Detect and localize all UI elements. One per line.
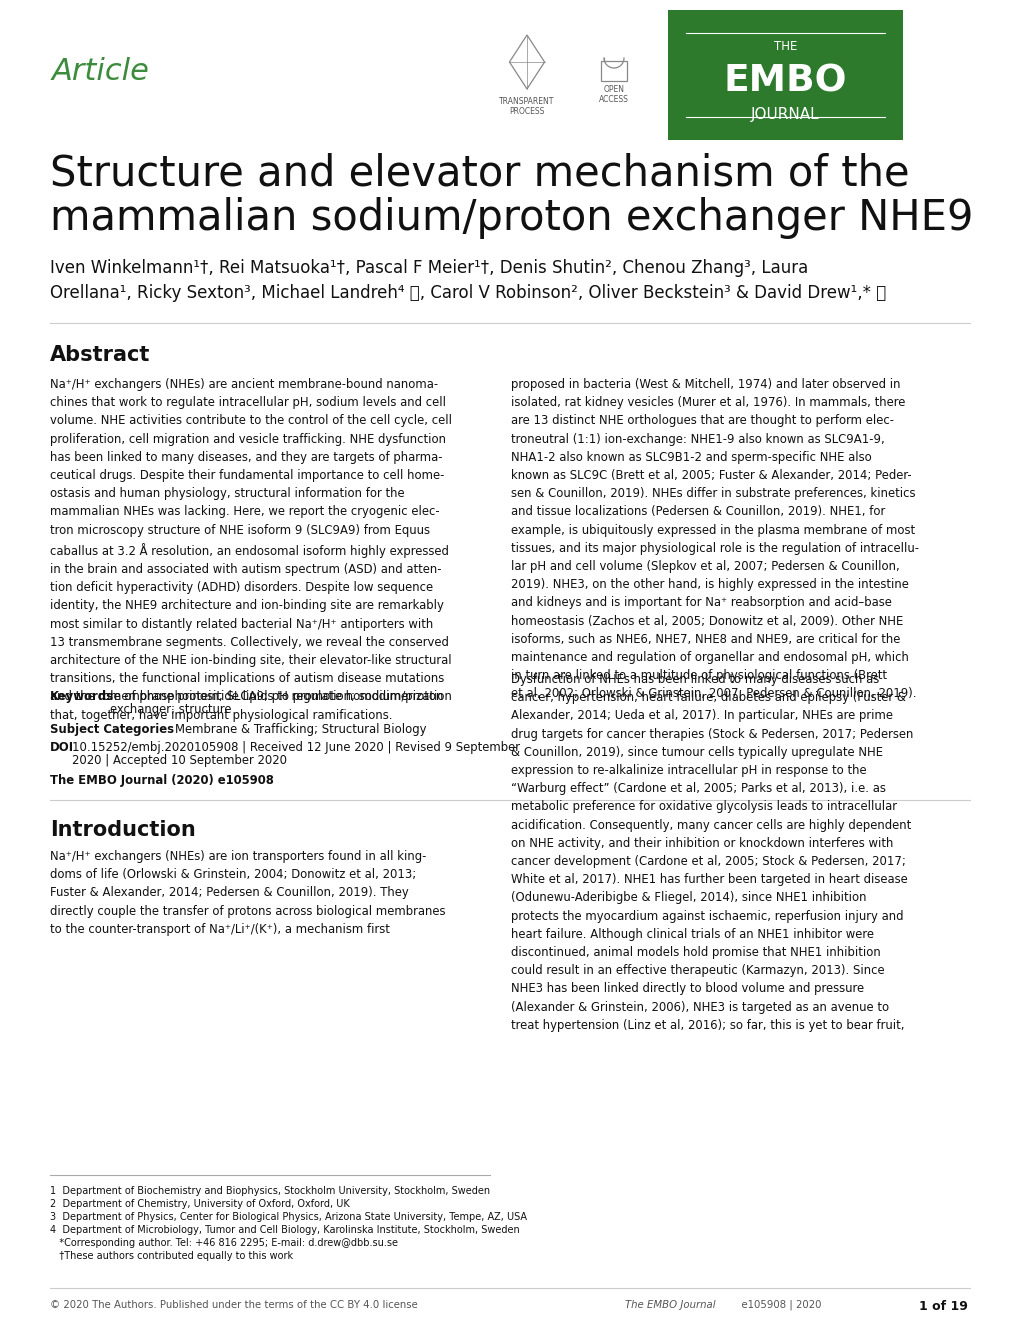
Text: OPEN: OPEN: [603, 86, 624, 95]
Text: e105908 | 2020: e105908 | 2020: [735, 1300, 820, 1311]
Text: 10.15252/embj.2020105908 | Received 12 June 2020 | Revised 9 September: 10.15252/embj.2020105908 | Received 12 J…: [72, 741, 520, 754]
Text: Na⁺/H⁺ exchangers (NHEs) are ion transporters found in all king-
doms of life (O: Na⁺/H⁺ exchangers (NHEs) are ion transpo…: [50, 850, 445, 935]
Bar: [667, 9, 902, 139]
Text: Na⁺/H⁺ exchangers (NHEs) are ancient membrane-bound nanoma-
chines that work to : Na⁺/H⁺ exchangers (NHEs) are ancient mem…: [50, 378, 451, 722]
Text: The EMBO Journal: The EMBO Journal: [625, 1300, 715, 1311]
Text: PROCESS: PROCESS: [508, 106, 544, 115]
Text: 3  Department of Physics, Center for Biological Physics, Arizona State Universit: 3 Department of Physics, Center for Biol…: [50, 1211, 527, 1222]
Text: Orellana¹, Ricky Sexton³, Michael Landreh⁴ 🆔, Carol V Robinson², Oliver Beckstei: Orellana¹, Ricky Sexton³, Michael Landre…: [50, 284, 886, 302]
Text: The EMBO Journal (2020) e105908: The EMBO Journal (2020) e105908: [50, 775, 274, 787]
Text: Iven Winkelmann¹†, Rei Matsuoka¹†, Pascal F Meier¹†, Denis Shutin², Chenou Zhang: Iven Winkelmann¹†, Rei Matsuoka¹†, Pasca…: [50, 259, 807, 277]
Text: 2  Department of Chemistry, University of Oxford, Oxford, UK: 2 Department of Chemistry, University of…: [50, 1199, 350, 1209]
Text: JOURNAL: JOURNAL: [750, 106, 819, 122]
Text: 1 of 19: 1 of 19: [918, 1300, 967, 1313]
Text: Keywords: Keywords: [50, 690, 114, 704]
Text: proposed in bacteria (West & Mitchell, 1974) and later observed in
isolated, rat: proposed in bacteria (West & Mitchell, 1…: [511, 378, 918, 701]
Text: EMBO: EMBO: [723, 64, 847, 100]
Text: ACCESS: ACCESS: [598, 95, 629, 105]
Text: exchanger; structure: exchanger; structure: [110, 704, 231, 716]
Text: Structure and elevator mechanism of the: Structure and elevator mechanism of the: [50, 151, 909, 194]
Bar: [600, 62, 627, 80]
Text: membrane protein; SLCA9; pH regulation; sodium/proton: membrane protein; SLCA9; pH regulation; …: [110, 690, 443, 704]
Text: Membrane & Trafficking; Structural Biology: Membrane & Trafficking; Structural Biolo…: [175, 724, 426, 736]
Text: THE: THE: [773, 39, 797, 52]
Text: 4  Department of Microbiology, Tumor and Cell Biology, Karolinska Institute, Sto: 4 Department of Microbiology, Tumor and …: [50, 1225, 520, 1235]
Text: mammalian sodium/proton exchanger NHE9: mammalian sodium/proton exchanger NHE9: [50, 197, 972, 239]
Text: Introduction: Introduction: [50, 820, 196, 840]
Text: †These authors contributed equally to this work: †These authors contributed equally to th…: [50, 1252, 292, 1261]
Text: 2020 | Accepted 10 September 2020: 2020 | Accepted 10 September 2020: [72, 754, 286, 766]
Text: DOI: DOI: [50, 741, 74, 754]
Text: Abstract: Abstract: [50, 344, 150, 364]
Text: 1  Department of Biochemistry and Biophysics, Stockholm University, Stockholm, S: 1 Department of Biochemistry and Biophys…: [50, 1186, 490, 1197]
Text: Subject Categories: Subject Categories: [50, 724, 174, 736]
Text: Article: Article: [52, 58, 150, 87]
Text: TRANSPARENT: TRANSPARENT: [499, 96, 554, 106]
Text: © 2020 The Authors. Published under the terms of the CC BY 4.0 license: © 2020 The Authors. Published under the …: [50, 1300, 418, 1311]
Text: Dysfunction of NHEs has been linked to many diseases such as
cancer, hypertensio: Dysfunction of NHEs has been linked to m…: [511, 673, 912, 1032]
Text: *Corresponding author. Tel: +46 816 2295; E-mail: d.drew@dbb.su.se: *Corresponding author. Tel: +46 816 2295…: [50, 1238, 397, 1248]
